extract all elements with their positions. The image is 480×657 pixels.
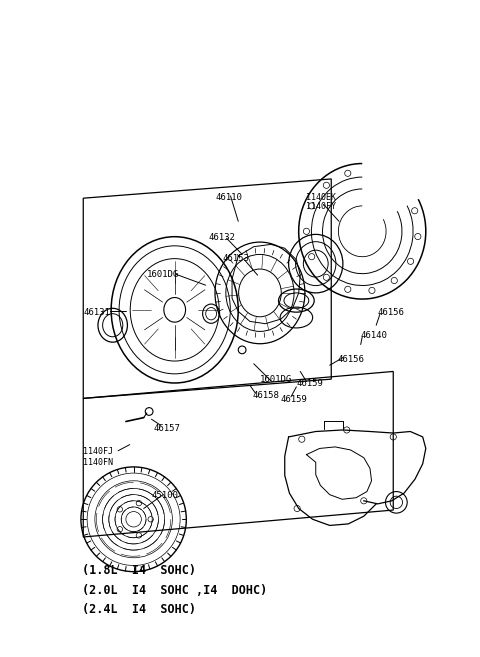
Text: (2.0L  I4  SOHC ,I4  DOHC): (2.0L I4 SOHC ,I4 DOHC) [83,583,267,597]
Text: 46156: 46156 [337,355,364,363]
Text: 46132: 46132 [209,233,236,242]
Text: 1140FY: 1140FY [306,202,336,211]
Text: 46158: 46158 [252,391,279,399]
Text: 46110: 46110 [215,193,242,202]
Text: (1.8L  I4  SOHC): (1.8L I4 SOHC) [83,564,196,578]
Text: 1601DG: 1601DG [147,270,179,279]
Text: 46159: 46159 [296,379,323,388]
Text: 46156: 46156 [378,308,405,317]
Text: 1140EK: 1140EK [306,193,336,202]
Text: 46157: 46157 [153,424,180,433]
Text: 1140FN: 1140FN [83,458,113,466]
Text: 1601DG: 1601DG [260,375,292,384]
Text: (2.4L  I4  SOHC): (2.4L I4 SOHC) [83,603,196,616]
Text: 45100: 45100 [152,491,179,500]
Text: 46140: 46140 [360,331,387,340]
Text: 46131: 46131 [83,308,110,317]
Text: 46153: 46153 [223,254,250,263]
Text: 1140FJ: 1140FJ [83,447,113,456]
Text: 46159: 46159 [281,395,308,403]
